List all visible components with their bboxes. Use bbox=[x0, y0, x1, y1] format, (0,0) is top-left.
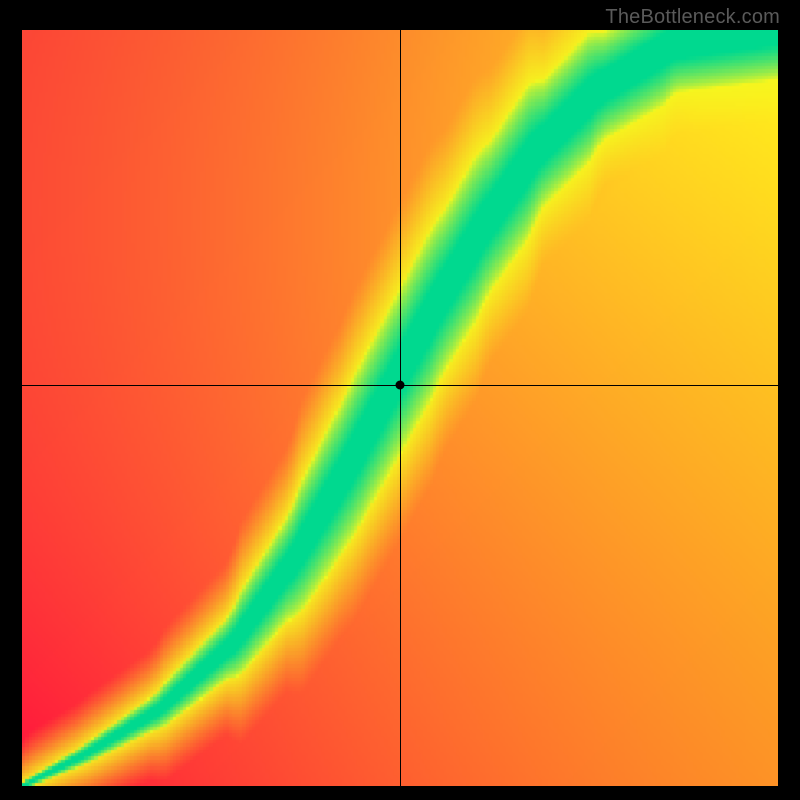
bottleneck-heatmap bbox=[22, 30, 778, 786]
heatmap-canvas bbox=[22, 30, 778, 786]
root: TheBottleneck.com bbox=[0, 0, 800, 800]
watermark-text: TheBottleneck.com bbox=[605, 6, 780, 29]
